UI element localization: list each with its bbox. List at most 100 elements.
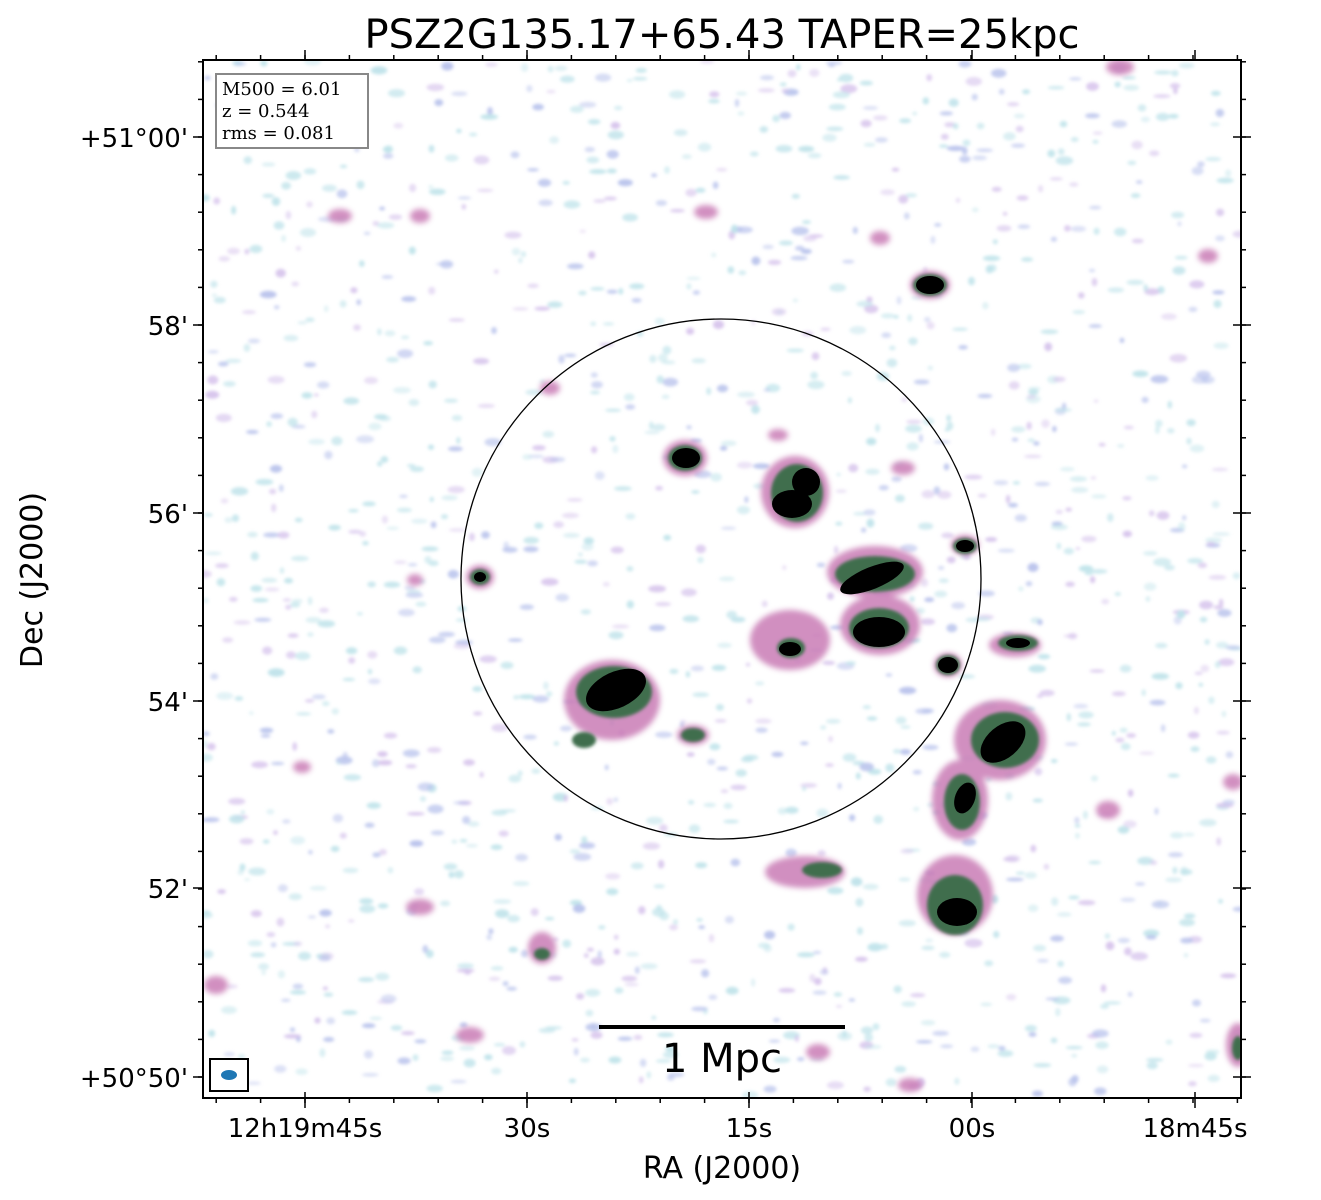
noise-blob	[802, 786, 807, 792]
noise-blob	[411, 518, 428, 524]
noise-blob	[1151, 673, 1170, 680]
noise-blob	[622, 213, 638, 222]
noise-blob	[646, 1071, 652, 1079]
noise-blob	[1153, 94, 1171, 99]
noise-blob	[707, 758, 716, 766]
noise-blob	[772, 115, 780, 123]
noise-blob	[440, 900, 451, 907]
noise-blob	[827, 887, 844, 895]
noise-blob	[811, 352, 820, 361]
noise-blob	[825, 718, 841, 724]
noise-blob	[1214, 661, 1221, 669]
noise-blob	[946, 556, 956, 564]
noise-blob	[1131, 238, 1144, 244]
noise-blob	[691, 1006, 708, 1012]
noise-blob	[1006, 994, 1017, 1001]
noise-blob	[481, 531, 490, 539]
axis-ticks	[193, 50, 1251, 1108]
noise-blob	[785, 848, 797, 858]
noise-blob	[698, 925, 705, 929]
noise-blob	[1091, 494, 1107, 499]
noise-blob	[267, 668, 285, 677]
noise-blob	[685, 671, 691, 678]
noise-blob	[226, 984, 238, 989]
noise-blob	[203, 194, 210, 202]
noise-blob	[943, 463, 950, 471]
noise-blob	[1050, 236, 1057, 242]
noise-blob	[1173, 87, 1178, 95]
noise-blob	[1111, 120, 1128, 128]
noise-blob	[688, 824, 701, 833]
noise-blob	[866, 437, 877, 446]
noise-blob	[816, 808, 829, 818]
noise-blob	[368, 422, 382, 431]
noise-blob	[1045, 997, 1060, 1001]
noise-blob	[850, 877, 863, 887]
noise-blob	[1056, 912, 1072, 917]
noise-blob	[709, 91, 720, 98]
noise-blob	[1011, 426, 1026, 433]
noise-blob	[1169, 83, 1181, 89]
noise-blob	[220, 498, 229, 504]
noise-blob	[512, 881, 530, 886]
noise-blob	[299, 228, 317, 237]
noise-blob	[1096, 1065, 1109, 1074]
noise-blob	[1224, 645, 1241, 650]
noise-blob	[826, 1081, 844, 1090]
noise-blob	[681, 154, 692, 160]
noise-blob	[1169, 353, 1188, 363]
noise-blob	[626, 79, 633, 82]
noise-blob	[773, 1017, 780, 1023]
noise-blob	[1197, 161, 1205, 168]
noise-blob	[906, 442, 919, 451]
noise-blob	[343, 397, 360, 405]
noise-blob	[977, 393, 993, 399]
noise-blob	[820, 327, 831, 331]
noise-blob	[438, 631, 455, 638]
noise-blob	[339, 832, 347, 839]
noise-blob	[1154, 70, 1172, 75]
noise-blob	[1068, 895, 1080, 900]
noise-blob	[598, 925, 606, 930]
noise-blob	[491, 723, 508, 732]
noise-blob	[1082, 810, 1088, 820]
noise-blob	[1143, 582, 1157, 591]
noise-blob	[605, 873, 621, 880]
noise-blob	[1027, 904, 1039, 912]
noise-blob	[1115, 737, 1125, 743]
noise-blob	[409, 840, 424, 847]
noise-blob	[807, 152, 822, 159]
noise-blob	[279, 567, 285, 574]
noise-blob	[845, 661, 857, 665]
noise-blob	[372, 852, 381, 858]
noise-blob	[227, 247, 240, 255]
noise-blob	[264, 587, 280, 592]
radio-map	[203, 60, 1241, 1098]
noise-blob	[1008, 503, 1018, 508]
noise-blob	[274, 1065, 287, 1073]
noise-blob	[797, 952, 815, 958]
noise-blob	[1012, 481, 1021, 485]
noise-blob	[379, 206, 385, 211]
noise-blob	[428, 144, 435, 153]
noise-blob	[1178, 522, 1186, 531]
noise-blob	[367, 668, 373, 675]
noise-blob	[591, 446, 598, 454]
noise-blob	[771, 751, 784, 758]
noise-blob	[1155, 642, 1168, 649]
noise-blob	[952, 123, 959, 130]
noise-blob	[234, 696, 244, 701]
noise-blob	[1141, 689, 1146, 697]
noise-blob	[1107, 287, 1125, 293]
noise-blob	[1179, 918, 1195, 927]
noise-blob	[1137, 856, 1154, 865]
noise-blob	[378, 848, 387, 856]
noise-blob	[271, 503, 277, 513]
noise-blob	[587, 119, 601, 125]
noise-blob	[655, 200, 668, 206]
noise-blob	[311, 410, 318, 419]
noise-blob	[258, 963, 270, 971]
noise-blob	[1132, 370, 1149, 378]
noise-blob	[745, 662, 751, 667]
noise-blob	[434, 99, 444, 107]
